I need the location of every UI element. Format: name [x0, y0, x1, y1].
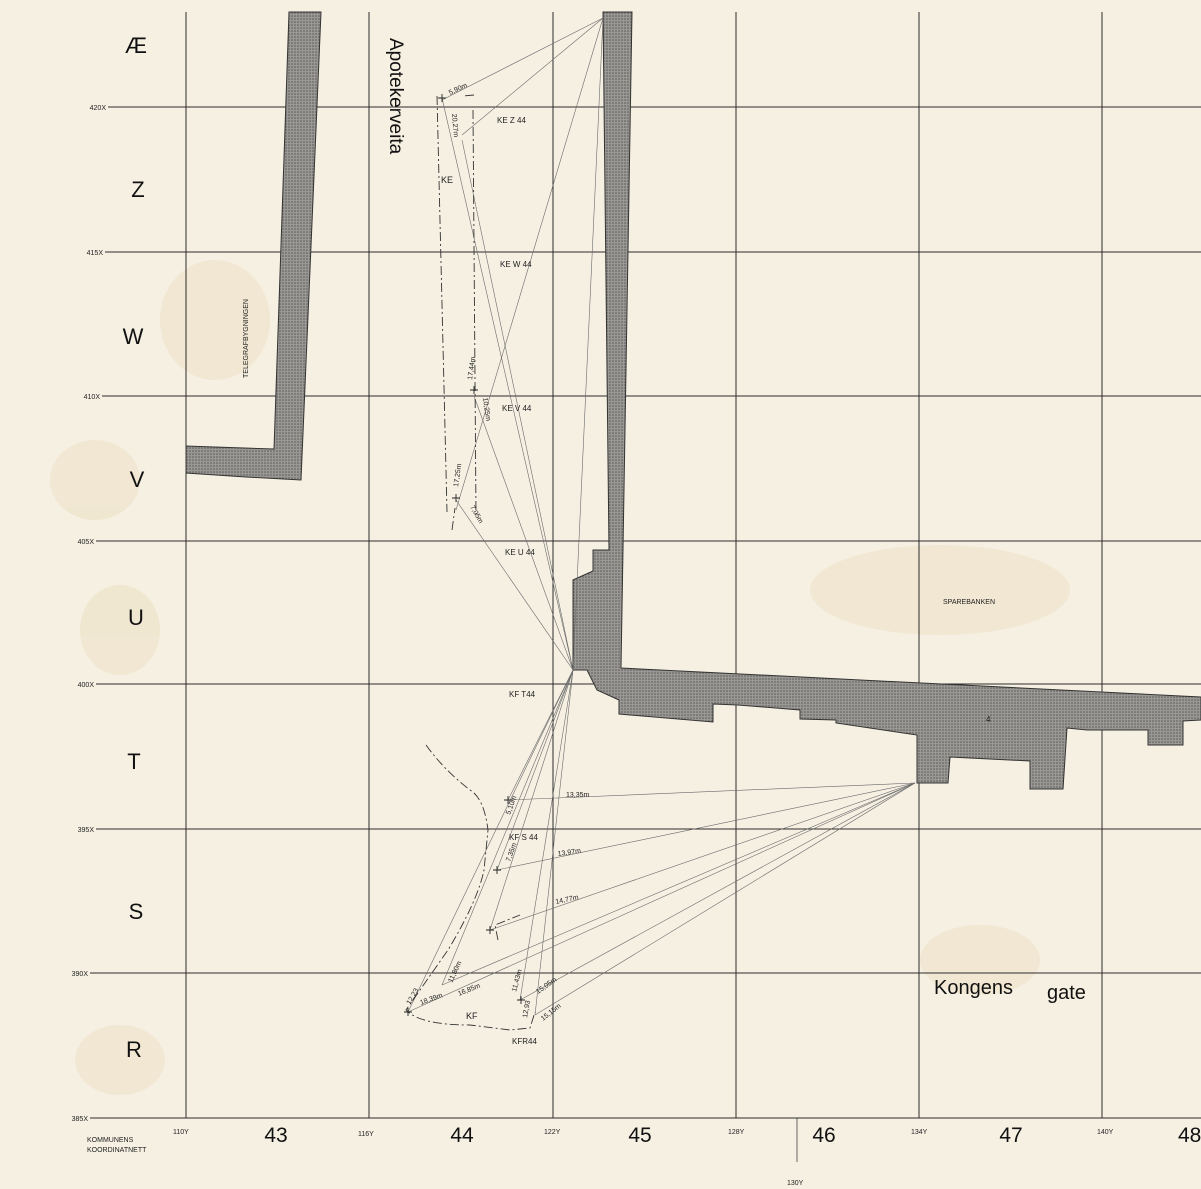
column-number-48: 48 [1178, 1124, 1201, 1147]
column-number-44: 44 [450, 1124, 474, 1147]
measure-13-97: 13,97m [557, 848, 581, 858]
grid-system-label-line2: KOORDINATNETT [87, 1147, 147, 1154]
measure-11-80: 11,80m [447, 960, 463, 984]
survey-point-markers [404, 94, 525, 1016]
measure-5-90: 5,90m [448, 82, 469, 97]
building-name-telegraph: TELEGRAFBYGNINGEN [243, 299, 250, 378]
x-label-400: 400X [78, 682, 95, 689]
point-label-kf-t44: KF T44 [509, 690, 536, 699]
area-label-kf: KF [466, 1011, 478, 1021]
measure-7-35: 7,35m [505, 842, 518, 863]
y-coordinate-labels: 110Y 116Y 122Y 128Y 134Y 140Y 130Y KOMMU… [87, 1129, 1114, 1187]
building-outlines [185, 11, 1201, 790]
measure-18-39: 18,39m [419, 992, 443, 1007]
x-label-420: 420X [90, 105, 107, 112]
survey-point-labels: KE Z 44 KE W 44 KE V 44 KE U 44 KF T44 K… [441, 116, 538, 1046]
measure-16-85: 16,85m [457, 983, 481, 998]
row-letter-u: U [128, 605, 144, 630]
y-label-122: 122Y [544, 1129, 561, 1136]
measure-13-35: 13,35m [566, 792, 590, 799]
point-label-ke-u44: KE U 44 [505, 548, 535, 557]
x-label-390: 390X [72, 971, 89, 978]
kf-trench-outline [405, 744, 536, 1031]
point-label-ke-z44: KE Z 44 [497, 116, 526, 125]
measurement-labels: 5,90m 20,27m 17,44m 10,25m 17,25m 7,05m … [406, 82, 590, 1022]
street-name-gate: gate [1047, 982, 1086, 1004]
x-coordinate-labels: 420X 415X 410X 405X 400X 395X 390X 385X [72, 105, 107, 1123]
measure-12-93: 12,93 [522, 1000, 532, 1019]
measure-17-25: 17,25m [453, 463, 463, 487]
column-numbers: 43 44 45 46 47 48 [264, 1124, 1201, 1147]
x-label-385: 385X [72, 1116, 89, 1123]
row-letter-s: S [129, 899, 144, 924]
measure-12-23: 12,23 [406, 987, 421, 1006]
column-number-45: 45 [628, 1124, 651, 1147]
column-number-47: 47 [999, 1124, 1022, 1147]
row-letter-z: Z [131, 177, 144, 202]
area-label-ke: KE [441, 175, 453, 185]
measure-15-05: 15,05m [535, 976, 558, 995]
paper-stains [50, 260, 1070, 1095]
point-label-kf-s44: KF S 44 [509, 833, 538, 842]
measure-10-25: 10,25m [481, 397, 491, 421]
y-label-116: 116Y [358, 1131, 374, 1138]
y-label-140: 140Y [1097, 1129, 1114, 1136]
point-label-kf-r44: KFR44 [512, 1037, 537, 1046]
x-label-410: 410X [84, 394, 101, 401]
row-letters: Æ Z W V U T S R [123, 33, 147, 1062]
column-number-46: 46 [812, 1124, 835, 1147]
measure-20-27: 20,27m [450, 114, 459, 138]
measure-7-05: 7,05m [468, 505, 484, 525]
row-letter-w: W [123, 324, 144, 349]
survey-lines [407, 17, 916, 1016]
grid-system-label-line1: KOMMUNENS [87, 1137, 134, 1144]
y-label-130: 130Y [787, 1180, 804, 1187]
telegraph-building-wall [185, 11, 322, 481]
row-letter-ae: Æ [125, 33, 147, 58]
street-name-kongens: Kongens [934, 977, 1013, 999]
column-number-43: 43 [264, 1124, 287, 1147]
x-label-415: 415X [87, 250, 104, 257]
point-label-ke-w44: KE W 44 [500, 260, 532, 269]
building-name-sparebanken: SPAREBANKEN [943, 599, 995, 606]
row-letter-r: R [126, 1037, 142, 1062]
y-label-128: 128Y [728, 1129, 745, 1136]
ke-trench-outline [436, 94, 477, 531]
place-names: Apotekerveita Kongens gate TELEGRAFBYGNI… [243, 38, 1086, 1004]
measure-14-77: 14,77m [555, 894, 579, 906]
y-label-110: 110Y [173, 1129, 189, 1136]
x-label-395: 395X [78, 827, 95, 834]
x-label-405: 405X [78, 539, 95, 546]
excavation-outlines [405, 94, 536, 1031]
central-building-wall [572, 11, 1201, 790]
point-label-ke-v44: KE V 44 [502, 404, 532, 413]
measure-15-15: 15,15m [540, 1003, 563, 1023]
row-letter-v: V [130, 467, 145, 492]
y-label-134: 134Y [911, 1129, 928, 1136]
street-name-apotekerveita: Apotekerveita [385, 38, 406, 155]
row-letter-t: T [127, 749, 140, 774]
measure-17-44: 17,44m [467, 356, 477, 380]
coordinate-grid [90, 12, 1201, 1162]
building-number: 4 [986, 715, 991, 724]
